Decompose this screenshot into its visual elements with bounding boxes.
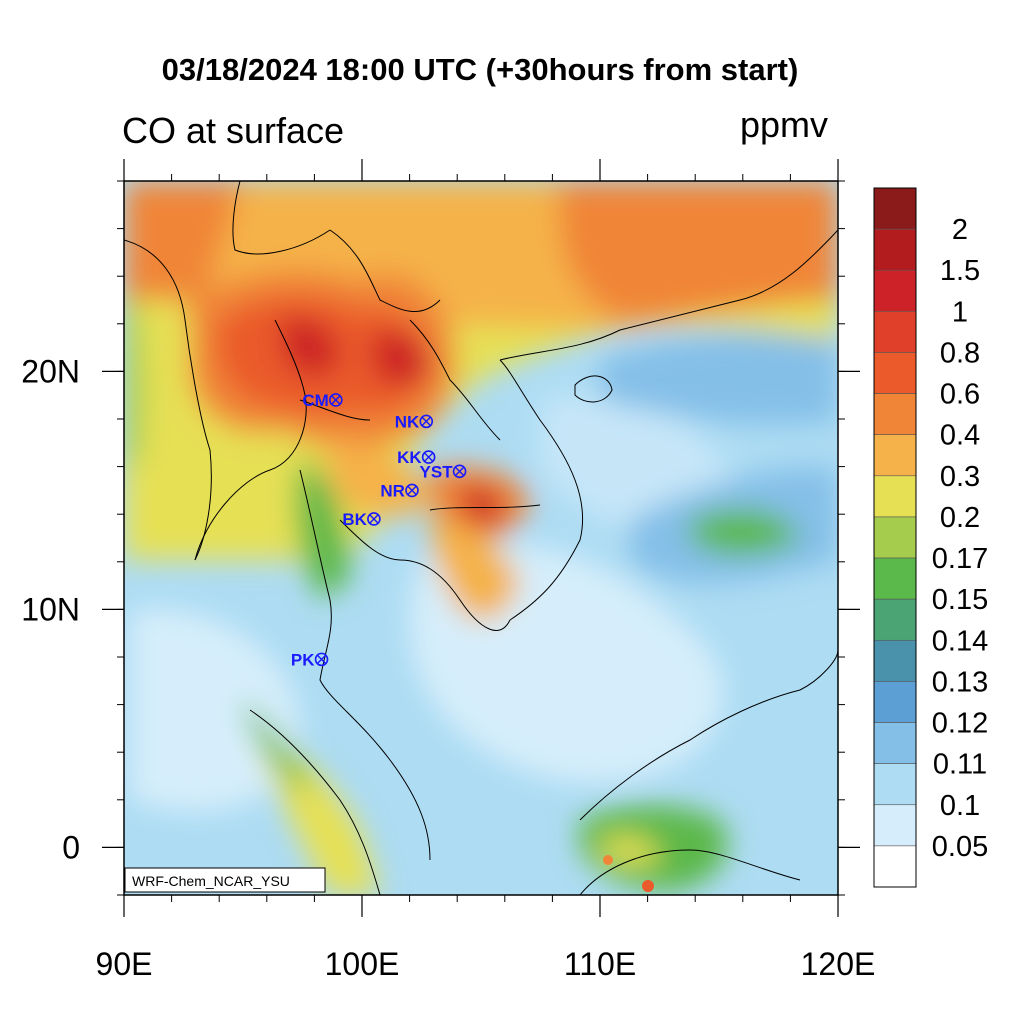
colorbar-swatch xyxy=(873,352,917,394)
colorbar-swatch xyxy=(873,722,917,764)
colorbar-swatch xyxy=(873,804,917,847)
colorbar-swatch xyxy=(873,187,917,230)
station-marker-icon xyxy=(367,512,381,526)
station-marker-icon xyxy=(405,483,419,498)
colorbar-label: 0.3 xyxy=(940,461,980,493)
colorbar-label: 0.2 xyxy=(940,502,980,534)
station-marker-icon xyxy=(419,414,434,429)
colorbar-swatch xyxy=(873,475,917,518)
colorbar: 2 1.5 1 0.8 0.6 0.4 0.3 0.2 0.17 0.15 0.14 0.13 0.12… xyxy=(873,187,988,888)
credit-box xyxy=(124,867,326,893)
colorbar-label: 0.8 xyxy=(940,337,980,369)
coastlines xyxy=(124,181,838,895)
map-title: 03/18/2024 18:00 UTC (+30hours from star… xyxy=(161,52,799,87)
colorbar-swatch xyxy=(873,228,917,271)
y-tick-label: 0 xyxy=(62,829,80,865)
station-label: PK xyxy=(291,650,315,669)
colorbar-label: 0.6 xyxy=(940,379,980,411)
station-label: CM xyxy=(302,391,328,410)
station-label: YST xyxy=(420,462,454,481)
colorbar-label: 0.11 xyxy=(933,749,987,781)
colorbar-label: 0.12 xyxy=(932,708,988,740)
station-yst: YST xyxy=(420,462,467,481)
station-label: KK xyxy=(397,448,422,467)
colorbar-label: 0.05 xyxy=(932,831,988,863)
credit-text: WRF-Chem_NCAR_YSU xyxy=(132,873,290,889)
x-tick-label: 90E xyxy=(96,946,153,982)
station-label: BK xyxy=(342,510,367,529)
plot-frame xyxy=(123,180,839,896)
station-label: NK xyxy=(395,412,420,431)
colorbar-label: 0.15 xyxy=(932,584,988,616)
units-label: ppmv xyxy=(740,104,829,145)
station-kk: KK xyxy=(397,448,436,467)
y-tick-label: 10N xyxy=(21,591,80,627)
colorbar-swatch xyxy=(873,639,917,682)
colorbar-swatch xyxy=(873,516,917,559)
colorbar-label: 0.13 xyxy=(932,666,988,698)
colorbar-label: 0.14 xyxy=(932,625,988,657)
colorbar-label: 1 xyxy=(952,296,968,328)
station-bk: BK xyxy=(342,510,381,529)
colorbar-swatch xyxy=(873,557,917,600)
station-nr: NR xyxy=(380,481,419,500)
colorbar-swatch xyxy=(873,269,917,312)
station-marker-icon xyxy=(329,393,343,407)
y-tick-label: 20N xyxy=(21,353,80,389)
station-marker-icon xyxy=(314,652,329,667)
station-marker-icon xyxy=(452,464,467,479)
x-tick-label: 110E xyxy=(564,946,636,982)
colorbar-label: 2 xyxy=(952,214,968,246)
field-label: CO at surface xyxy=(122,110,345,151)
colorbar-swatch xyxy=(873,598,917,641)
colorbar-swatch xyxy=(873,845,917,888)
colorbar-label: 1.5 xyxy=(940,255,980,287)
colorbar-swatch xyxy=(873,393,917,436)
station-label: NR xyxy=(380,481,405,500)
colorbar-swatch xyxy=(873,311,917,353)
colorbar-swatch xyxy=(873,434,917,477)
x-tick-label: 100E xyxy=(325,946,400,982)
colorbar-label: 0.4 xyxy=(940,420,980,452)
x-tick-label: 120E xyxy=(801,946,876,982)
colorbar-swatch xyxy=(873,763,917,806)
colorbar-swatch xyxy=(873,681,917,723)
station-cm: CM xyxy=(302,391,343,410)
co-field xyxy=(124,181,838,895)
colorbar-label: 0.17 xyxy=(932,543,988,575)
station-marker-icon xyxy=(421,450,436,464)
colorbar-label: 0.1 xyxy=(940,790,980,822)
station-nk: NK xyxy=(395,412,434,431)
station-pk: PK xyxy=(291,650,329,669)
axis-ticks: 90E 100E 110E 120E 20N 10N 0 xyxy=(21,159,875,982)
